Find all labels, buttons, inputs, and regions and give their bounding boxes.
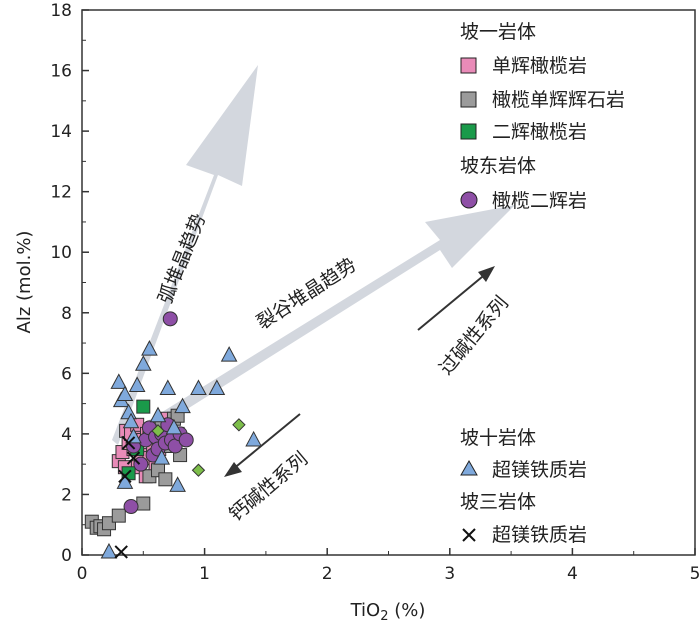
point-triangle [141,340,158,356]
rift-trend-arrow [125,205,515,445]
x-tick-label: 4 [567,564,578,584]
y-tick-label: 14 [50,122,72,142]
x-tick-label: 0 [77,564,88,584]
point-triangle [174,397,191,414]
calc-alkaline-arrow-head [224,462,242,477]
y-tick-label: 6 [61,364,72,384]
peralkaline-arrow-head [478,266,495,282]
calc-alkaline-label: 钙碱性系列 [225,448,312,526]
legend-group-title: 坡三岩体 [460,491,536,513]
y-tick-label: 10 [50,243,72,263]
rift-trend-label: 裂谷堆晶趋势 [253,254,361,335]
arc-trend-label: 弧堆晶趋势 [154,211,210,307]
legend-group-title: 坡一岩体 [460,21,536,43]
x-tick-label: 5 [690,564,700,584]
legend-entry-label: 超镁铁质岩 [492,459,587,481]
point-triangle [110,373,128,389]
peralkaline-arrow-line [417,271,489,331]
legend-marker-square-grey [460,91,477,108]
point-triangle [165,418,183,435]
legend-marker-circle [460,191,478,209]
y-tick-label: 16 [50,62,72,82]
x-axis-title: TiO2 (%) [350,600,426,624]
y-tick-label: 2 [61,485,72,505]
legend-marker-cross [462,528,476,542]
data-points [84,311,262,559]
legend-bottom: 坡十岩体 超镁铁质岩 坡三岩体 超镁铁质岩 [460,427,587,546]
point-triangle [128,376,146,392]
legend-marker-square-green [460,123,477,140]
point-square [136,399,151,414]
x-tick-label: 1 [199,564,210,584]
point-circle [178,432,194,448]
point-diamond [232,418,246,432]
point-square [111,508,126,523]
point-circle [123,499,139,515]
point-triangle [153,449,171,465]
legend-entry-label: 单辉橄榄岩 [492,55,587,77]
point-triangle [134,355,152,371]
legend-marker-square-pink [460,57,477,74]
point-cross [118,469,132,483]
point-diamond [191,463,206,477]
point-cross [126,451,141,465]
point-square [158,472,173,487]
point-circle [162,311,178,327]
y-tick-label: 4 [61,425,72,445]
y-tick-label: 8 [61,304,72,324]
y-axis-title: Alz (mol.%) [14,231,35,334]
y-axis: 0 2 4 6 8 10 12 14 16 18 [50,1,89,566]
point-square [136,496,151,511]
point-triangle [245,430,262,447]
point-diamond [151,424,165,438]
y-tick-label: 12 [50,183,72,203]
legend-group-title: 坡东岩体 [460,155,536,177]
x-tick-label: 3 [444,564,455,584]
legend-entry-label: 二辉橄榄岩 [492,121,587,143]
point-triangle [100,542,118,559]
point-cross [114,545,128,559]
series-arrows [224,266,495,477]
y-tick-label: 18 [50,1,72,21]
x-tick-label: 2 [322,564,333,584]
point-triangle [149,406,167,423]
x-axis: 0 1 2 3 4 5 [77,548,700,584]
legend-entry-label: 橄榄单辉辉石岩 [492,89,625,111]
legend-entry-label: 橄榄二辉岩 [492,190,587,212]
legend-marker-triangle [460,459,478,476]
y-tick-label: 0 [61,546,72,566]
point-triangle [169,476,186,492]
point-triangle [190,379,207,395]
point-cross [121,436,136,450]
point-triangle [116,385,134,402]
legend-entry-label: 超镁铁质岩 [492,524,587,546]
point-triangle [125,427,142,444]
legend-group-title: 坡十岩体 [460,427,536,449]
point-triangle [159,379,177,395]
point-triangle [122,412,140,429]
point-triangle [208,379,226,395]
calc-alkaline-arrow-line [231,413,301,471]
point-triangle [220,346,238,362]
legend-top: 坡一岩体 单辉橄榄岩 橄榄单辉辉石岩 二辉橄榄岩 坡东岩体 橄榄二辉岩 [460,21,625,212]
